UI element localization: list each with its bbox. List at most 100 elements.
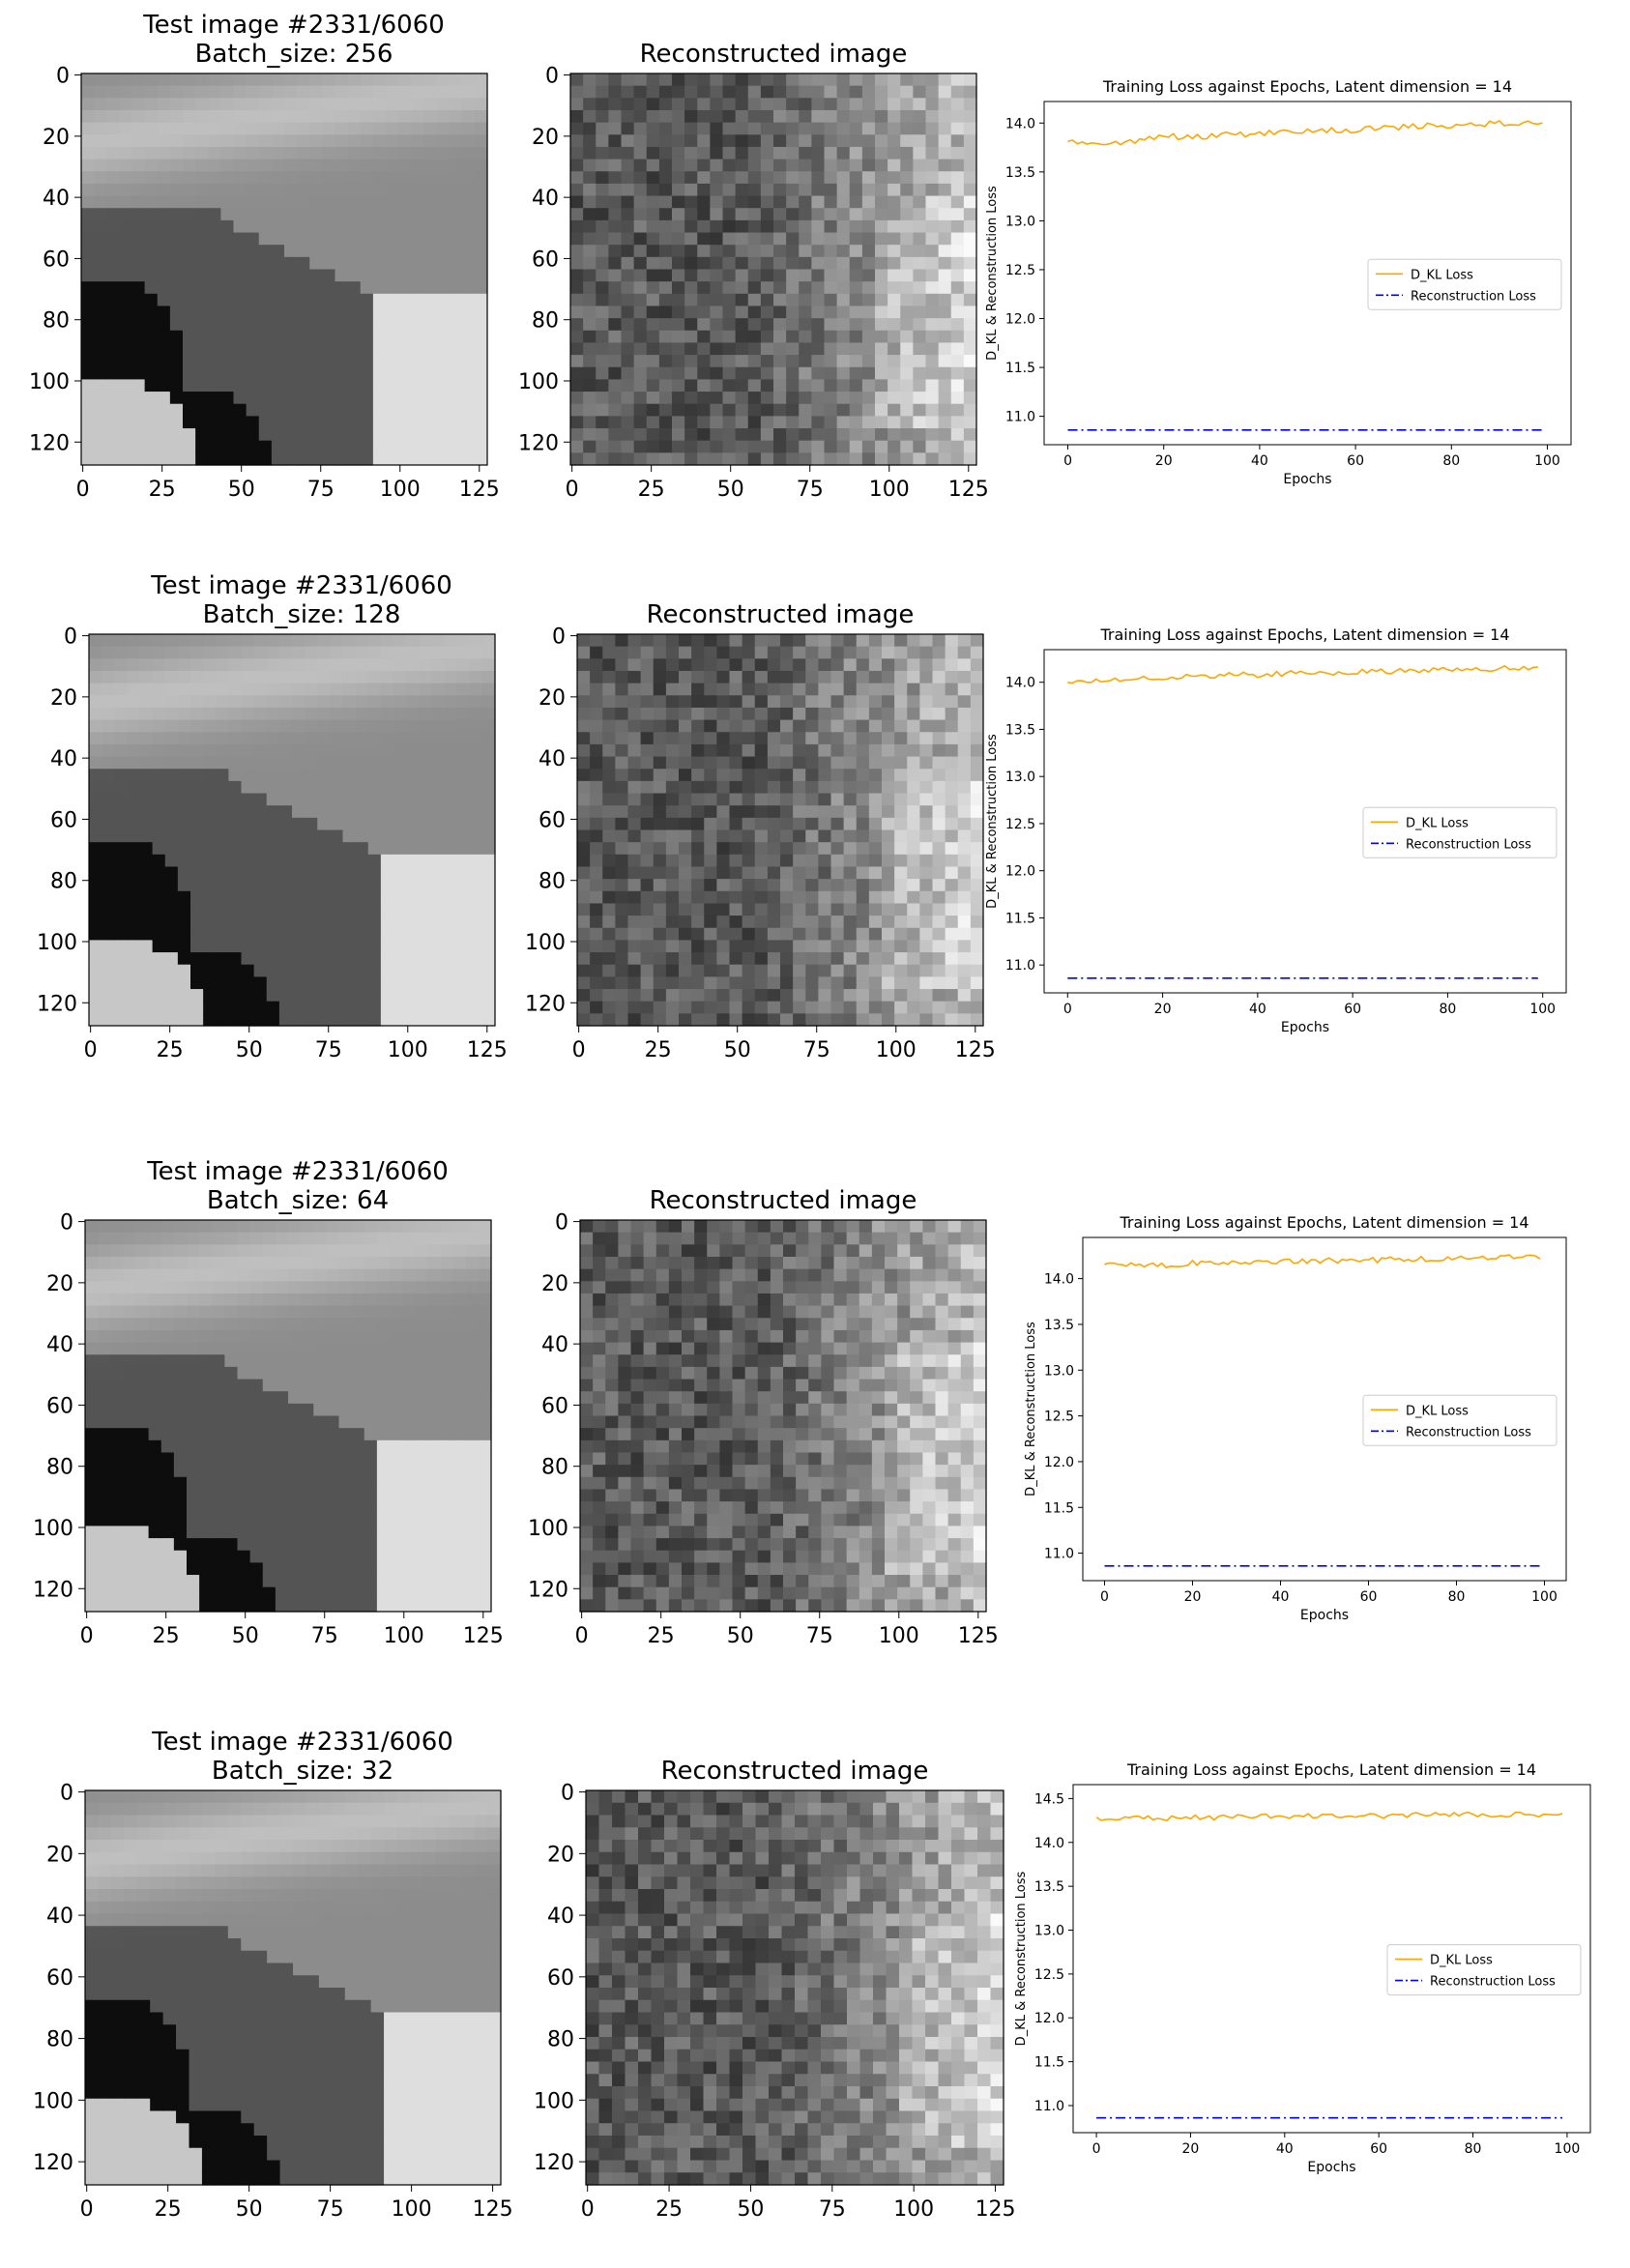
image-pixel (119, 245, 132, 257)
image-pixel (622, 281, 635, 294)
image-pixel (933, 916, 946, 928)
image-pixel (577, 794, 591, 806)
image-pixel (419, 658, 432, 671)
image-pixel (933, 683, 946, 696)
image-pixel (220, 305, 234, 318)
image-pixel (475, 245, 488, 257)
image-pixel (423, 160, 437, 172)
image-pixel (634, 171, 648, 184)
image-pixel (313, 1428, 327, 1440)
image-pixel (238, 1551, 251, 1563)
image-pixel (900, 404, 914, 417)
image-pixel (297, 233, 310, 246)
image-pixel (951, 233, 965, 246)
image-pixel (964, 86, 977, 99)
image-pixel (297, 86, 310, 99)
image-pixel (679, 671, 692, 683)
image-pixel (900, 147, 914, 160)
image-pixel (608, 245, 622, 257)
image-pixel (170, 147, 184, 160)
image-pixel (608, 184, 622, 196)
image-pixel (212, 1416, 225, 1429)
image-pixel (212, 1477, 225, 1490)
image-pixel (837, 184, 851, 196)
image-pixel (381, 842, 394, 855)
image-pixel (411, 294, 424, 306)
image-pixel (818, 928, 831, 941)
image-pixel (679, 732, 692, 744)
image-pixel (475, 196, 488, 209)
image-pixel (352, 1380, 365, 1392)
image-pixel (110, 1354, 124, 1367)
image-pixel (94, 98, 107, 110)
image-pixel (437, 379, 451, 392)
image-pixel (641, 683, 655, 696)
image-pixel (301, 1281, 314, 1294)
image-pixel (583, 452, 597, 465)
image-pixel (212, 1281, 225, 1294)
image-pixel (818, 866, 831, 879)
image-pixel (149, 1233, 162, 1245)
image-pixel (768, 769, 781, 781)
image-pixel (254, 903, 268, 916)
image-pixel (748, 294, 762, 306)
image-pixel (195, 73, 209, 86)
image-pixel (114, 879, 128, 891)
image-pixel (659, 233, 673, 246)
image-pixel (250, 1416, 264, 1429)
image-pixel (672, 208, 685, 220)
image-pixel (697, 160, 711, 172)
image-pixel (284, 220, 298, 233)
image-pixel (165, 842, 179, 855)
image-pixel (356, 1013, 369, 1026)
image-pixel (844, 732, 858, 744)
image-pixel (634, 245, 648, 257)
image-pixel (666, 695, 680, 708)
image-pixel (577, 720, 591, 733)
image-pixel (114, 769, 128, 781)
image-pixel (110, 1599, 124, 1612)
y-tick-label: 0 (545, 65, 559, 89)
image-pixel (755, 695, 769, 708)
image-pixel (145, 441, 159, 453)
image-pixel (773, 86, 787, 99)
image-pixel (654, 928, 667, 941)
image-pixel (850, 416, 863, 428)
image-pixel (742, 830, 756, 843)
image-pixel (419, 695, 432, 708)
image-pixel (857, 647, 870, 659)
image-pixel (203, 866, 217, 879)
image-pixel (343, 952, 357, 965)
image-pixel (958, 855, 972, 867)
image-pixel (697, 208, 711, 220)
image-pixel (326, 1489, 339, 1501)
image-pixel (773, 134, 787, 147)
image-pixel (470, 866, 483, 879)
image-pixel (423, 379, 437, 392)
image-pixel (716, 976, 730, 989)
image-pixel (602, 647, 616, 659)
image-pixel (94, 171, 107, 184)
image-pixel (437, 123, 451, 135)
image-pixel (583, 404, 597, 417)
image-pixel (482, 903, 496, 916)
image-pixel (356, 952, 369, 965)
image-pixel (174, 1330, 188, 1343)
image-pixel (81, 86, 95, 99)
image-pixel (641, 952, 655, 965)
image-pixel (297, 147, 310, 160)
image-pixel (190, 757, 204, 770)
image-pixel (946, 855, 959, 867)
image-pixel (811, 428, 825, 441)
image-pixel (755, 634, 769, 647)
image-pixel (946, 818, 959, 830)
image-pixel (356, 708, 369, 720)
image-pixel (608, 233, 622, 246)
image-pixel (292, 818, 306, 830)
image-pixel (199, 1354, 213, 1367)
image-pixel (292, 965, 306, 977)
image-pixel (123, 1391, 136, 1404)
image-pixel (335, 196, 349, 209)
image-pixel (654, 879, 667, 891)
image-pixel (161, 1306, 175, 1319)
